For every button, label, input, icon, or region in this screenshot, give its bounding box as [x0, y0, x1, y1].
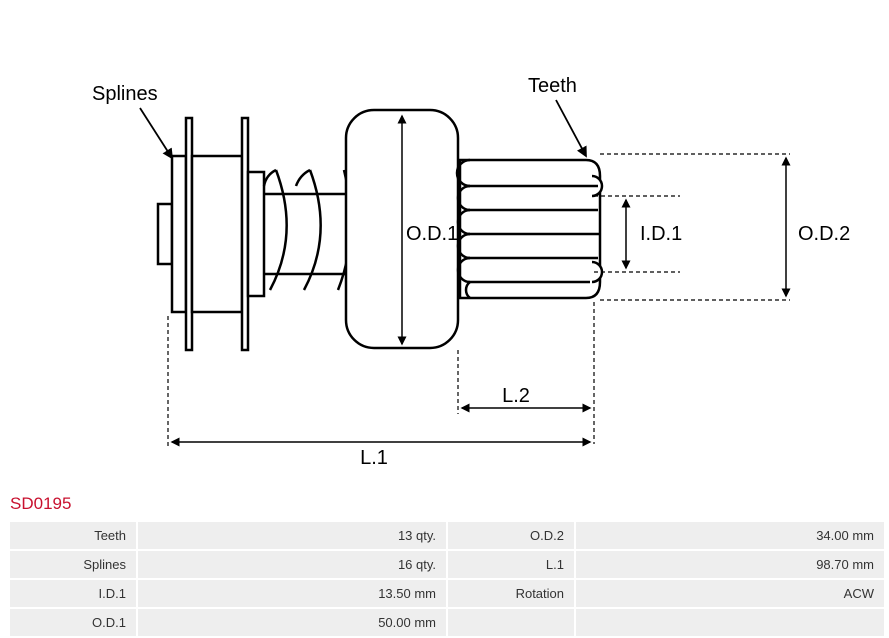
spec-label: Rotation: [448, 580, 574, 607]
spring: [264, 170, 351, 290]
spec-value: 50.00 mm: [138, 609, 446, 636]
pinion-gear: [457, 160, 602, 298]
spec-label: [448, 609, 574, 636]
spec-value: [576, 609, 884, 636]
label-l2: L.2: [502, 385, 530, 407]
dim-od2: [600, 154, 790, 300]
label-od1: O.D.1: [406, 223, 458, 245]
spec-label: O.D.2: [448, 522, 574, 549]
spec-value: 13.50 mm: [138, 580, 446, 607]
spec-label: Splines: [10, 551, 136, 578]
diagram-svg: O.D.1 I.D.1 O.D.2 L.2: [0, 0, 889, 490]
spec-label: Teeth: [10, 522, 136, 549]
spline-assembly: [158, 118, 264, 350]
spec-value: 98.70 mm: [576, 551, 884, 578]
label-splines: Splines: [92, 83, 158, 105]
table-row: Splines 16 qty. L.1 98.70 mm: [10, 551, 884, 578]
callout-splines: [140, 108, 172, 158]
spec-value: 13 qty.: [138, 522, 446, 549]
spec-value: ACW: [576, 580, 884, 607]
spec-label: I.D.1: [10, 580, 136, 607]
label-id1: I.D.1: [640, 223, 682, 245]
table-row: Teeth 13 qty. O.D.2 34.00 mm: [10, 522, 884, 549]
spec-label: O.D.1: [10, 609, 136, 636]
spec-value: 16 qty.: [138, 551, 446, 578]
dim-l2-ext: [458, 302, 594, 444]
table-row: O.D.1 50.00 mm: [10, 609, 884, 636]
label-teeth: Teeth: [528, 75, 577, 97]
spec-table: Teeth 13 qty. O.D.2 34.00 mm Splines 16 …: [8, 520, 886, 638]
label-od2: O.D.2: [798, 223, 850, 245]
spec-label: L.1: [448, 551, 574, 578]
callout-teeth: [556, 100, 586, 156]
table-row: I.D.1 13.50 mm Rotation ACW: [10, 580, 884, 607]
part-number: SD0195: [0, 490, 889, 520]
technical-diagram: O.D.1 I.D.1 O.D.2 L.2: [0, 0, 889, 490]
label-l1: L.1: [360, 447, 388, 469]
spec-value: 34.00 mm: [576, 522, 884, 549]
